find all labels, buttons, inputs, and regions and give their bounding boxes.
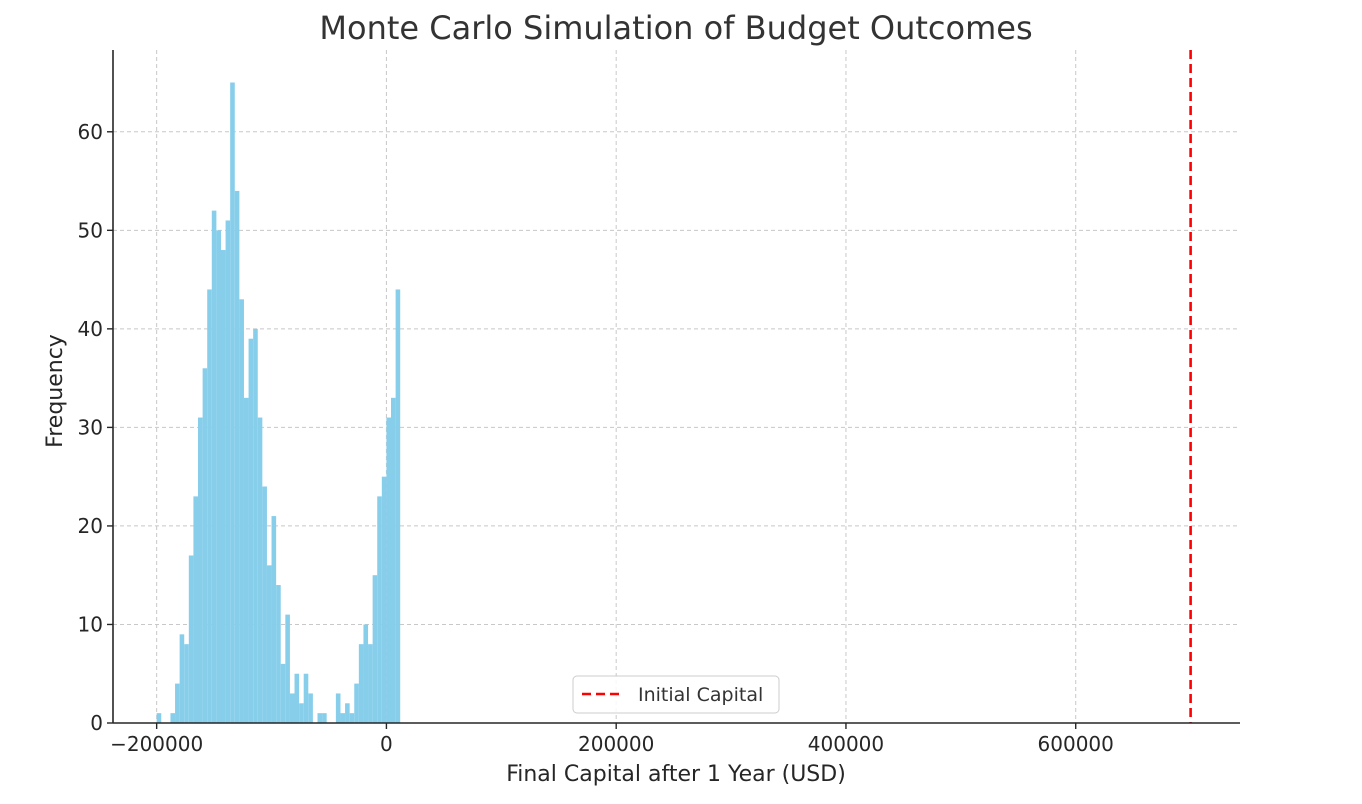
histogram-bar [271, 516, 277, 723]
histogram-bar [257, 417, 263, 723]
histogram-bar [308, 693, 313, 723]
y-tick-label: 20 [78, 514, 103, 538]
histogram-bar [188, 555, 194, 723]
histogram-bar [377, 496, 382, 723]
histogram-bar [345, 703, 350, 723]
histogram-bar [294, 673, 300, 723]
y-tick-label: 30 [78, 415, 103, 439]
y-tick-label: 40 [78, 317, 103, 341]
y-tick-label: 60 [78, 120, 103, 144]
histogram-bar [220, 250, 226, 723]
histogram-bar [317, 713, 323, 723]
histogram-bar [322, 713, 327, 723]
histogram-bar [289, 693, 295, 723]
histogram-bar [243, 397, 249, 723]
histogram-bar [175, 683, 180, 723]
histogram-bar [170, 713, 176, 723]
histogram-bar [276, 585, 281, 723]
histogram-bar [207, 289, 212, 723]
histogram-bar [156, 713, 162, 723]
histogram-bar [211, 210, 217, 723]
histogram-bar [340, 713, 346, 723]
axes [112, 50, 1240, 724]
legend: Initial Capital [572, 675, 780, 714]
legend-box [572, 675, 780, 714]
histogram-bar [280, 663, 286, 723]
histogram-bar [225, 220, 231, 724]
histogram-bar [234, 190, 240, 723]
x-axis-ticks: −200000 0 200000 400000 600000 [110, 723, 1114, 756]
histogram-bar [368, 644, 373, 723]
grid-lines [113, 50, 1240, 723]
histogram-bar [216, 230, 221, 723]
chart-title: Monte Carlo Simulation of Budget Outcome… [319, 9, 1032, 47]
histogram-bar [354, 683, 359, 723]
x-tick-label: 200000 [578, 732, 654, 756]
histogram-bar [253, 328, 258, 723]
x-tick-label: 400000 [808, 732, 884, 756]
histogram-bar [335, 693, 341, 723]
histogram-bar [349, 713, 355, 723]
histogram-bar [248, 338, 254, 723]
histogram-bar [391, 397, 396, 723]
histogram-bars [156, 82, 401, 724]
histogram-bar [266, 565, 272, 723]
x-tick-label: 0 [380, 732, 393, 756]
y-tick-label: 50 [78, 218, 103, 242]
histogram-bar [198, 417, 203, 723]
y-axis-ticks: 0 10 20 30 40 50 60 [78, 120, 113, 735]
x-tick-label: −200000 [110, 732, 203, 756]
histogram-bar [239, 299, 244, 723]
histogram-bar [363, 624, 369, 723]
y-tick-label: 0 [90, 711, 103, 735]
legend-label-initial-capital: Initial Capital [638, 684, 763, 706]
histogram-bar [193, 496, 199, 723]
histogram-bar [395, 289, 401, 723]
histogram-bar [358, 644, 364, 723]
histogram-bar [386, 417, 392, 723]
histogram-bar [372, 575, 378, 723]
histogram-bar [303, 673, 309, 723]
histogram-bar [381, 476, 387, 723]
y-axis-title: Frequency [43, 334, 68, 448]
histogram-bar [202, 368, 208, 723]
histogram-bar [262, 486, 267, 723]
histogram-bar [184, 644, 189, 723]
histogram-bar [230, 82, 235, 723]
x-tick-label: 600000 [1038, 732, 1114, 756]
histogram-bar [179, 634, 185, 723]
histogram-bar [299, 703, 304, 723]
y-tick-label: 10 [78, 612, 103, 636]
x-axis-title: Final Capital after 1 Year (USD) [506, 762, 846, 787]
histogram-bar [285, 614, 290, 723]
